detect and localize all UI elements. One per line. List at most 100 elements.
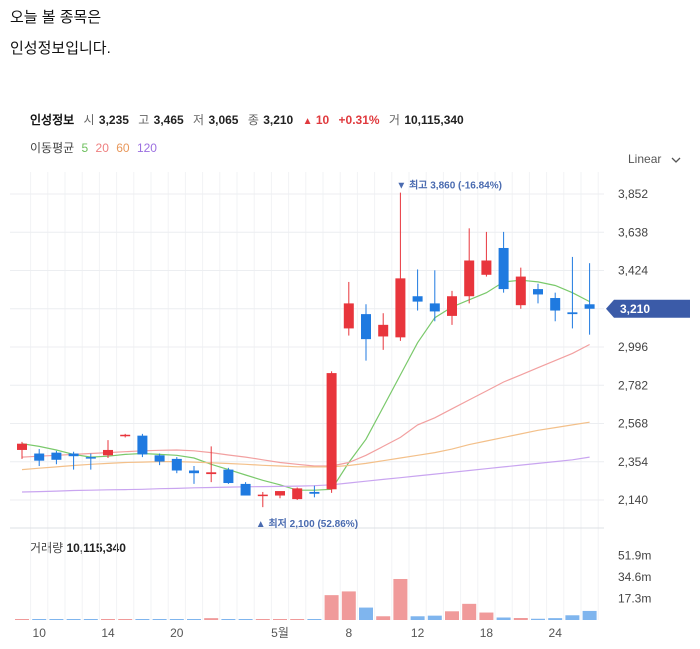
ma-line-20 <box>21 343 590 467</box>
volume-bar <box>255 619 270 620</box>
x-tick-label: 10 <box>33 626 47 640</box>
candle <box>429 270 440 322</box>
candle-body <box>378 324 389 337</box>
stock-summary: 인성정보 시 3,235 고 3,465 저 3,065 종 3,210 ▲ 1… <box>30 111 470 128</box>
candle-body <box>189 470 199 474</box>
volume-bar <box>101 619 115 620</box>
x-tick-label: 12 <box>411 626 425 640</box>
volume-bar <box>565 615 580 620</box>
volume-bar <box>273 619 287 620</box>
up-triangle-icon: ▲ <box>302 116 313 127</box>
candle-body <box>429 303 440 312</box>
candle <box>189 466 199 484</box>
min-annotation: ▲ 최저 2,100 (52.86%) <box>256 517 358 530</box>
volume-bar <box>427 615 442 620</box>
open-value: 3,235 <box>98 113 129 127</box>
candle <box>103 440 113 458</box>
volume-title-value: 10,115,340 <box>66 541 126 555</box>
candle-body <box>584 304 595 309</box>
candle <box>584 263 595 335</box>
candle <box>378 313 389 350</box>
y-tick-label: 3,638 <box>618 225 648 239</box>
volume-bar <box>462 603 477 620</box>
volume-bar <box>187 619 201 620</box>
candle-body <box>34 453 45 461</box>
candle <box>17 441 27 459</box>
ma-line-60 <box>21 421 590 471</box>
volume-title-label: 거래량 <box>30 541 64 555</box>
candle <box>447 290 457 325</box>
candle <box>34 449 45 467</box>
volume-bar <box>582 610 597 620</box>
ma-legend-20[interactable]: 20 <box>95 141 109 155</box>
change-value: 10 <box>315 113 330 127</box>
candle-body <box>343 303 354 329</box>
close-value: 3,210 <box>263 113 294 127</box>
y-tick-label: 2,568 <box>618 417 648 431</box>
volume-bar <box>531 618 545 620</box>
current-price-tag <box>606 299 690 318</box>
candle-body <box>154 455 165 462</box>
high-label: 고 <box>138 113 150 127</box>
candle-body <box>498 247 509 290</box>
volume-label: 거 <box>388 113 400 127</box>
candle <box>206 446 217 483</box>
x-tick-label: 20 <box>170 626 184 640</box>
volume-bar <box>135 619 150 620</box>
scale-select[interactable]: Linear <box>628 152 681 166</box>
y-tick-label: 2,140 <box>618 493 648 507</box>
candle <box>85 453 96 470</box>
volume-bar <box>445 611 459 620</box>
candle <box>120 433 131 438</box>
volume-tick-label: 34.6m <box>618 570 651 584</box>
candle-body <box>326 373 337 490</box>
intro-line-2: 인성정보입니다. <box>10 40 111 57</box>
close-label: 종 <box>247 113 259 127</box>
ma-legend-60[interactable]: 60 <box>116 141 130 155</box>
y-tick-label: 3,852 <box>618 187 648 201</box>
volume-bar <box>118 619 133 620</box>
candle <box>361 304 371 361</box>
candle-body <box>412 296 423 302</box>
candle-body <box>361 314 371 340</box>
low-value: 3,065 <box>208 113 239 127</box>
y-tick-label: 3,424 <box>618 264 648 278</box>
candle-body <box>240 483 251 496</box>
max-annotation: ▼ 최고 3,860 (-16.84%) <box>396 179 502 192</box>
candle <box>498 231 509 293</box>
volume-tick-label: 17.3m <box>618 591 651 605</box>
candle <box>240 482 251 496</box>
candle <box>481 231 492 277</box>
candle-body <box>447 296 457 316</box>
candle-body <box>533 289 543 295</box>
candle <box>326 371 337 493</box>
ma-legend-5[interactable]: 5 <box>81 141 89 155</box>
candle-body <box>120 434 131 437</box>
candle-body <box>275 491 285 496</box>
volume-bar <box>290 619 305 620</box>
volume-bar <box>341 591 356 620</box>
y-tick-label: 2,782 <box>618 378 648 392</box>
x-tick-label: 24 <box>549 626 563 640</box>
candle <box>51 450 62 465</box>
candle-body <box>137 435 148 455</box>
candle <box>223 467 234 484</box>
ma-legend-120[interactable]: 120 <box>136 141 157 155</box>
candle-body <box>550 298 561 311</box>
volume-bar <box>324 595 339 620</box>
candle <box>412 269 423 311</box>
candle-body <box>103 449 113 456</box>
chevron-down-icon <box>671 157 681 163</box>
volume-bar <box>66 619 81 620</box>
x-tick-label: 14 <box>101 626 115 640</box>
candle <box>171 457 182 474</box>
candle-body <box>481 260 492 275</box>
ma-legend: 이동평균 5 20 60 120 <box>30 139 161 156</box>
intro-line-1: 오늘 볼 종목은 <box>10 9 102 26</box>
volume-bar <box>152 619 167 620</box>
candle <box>550 292 561 322</box>
candle-body <box>567 312 578 315</box>
candle <box>154 453 165 466</box>
volume-bar <box>221 619 236 620</box>
